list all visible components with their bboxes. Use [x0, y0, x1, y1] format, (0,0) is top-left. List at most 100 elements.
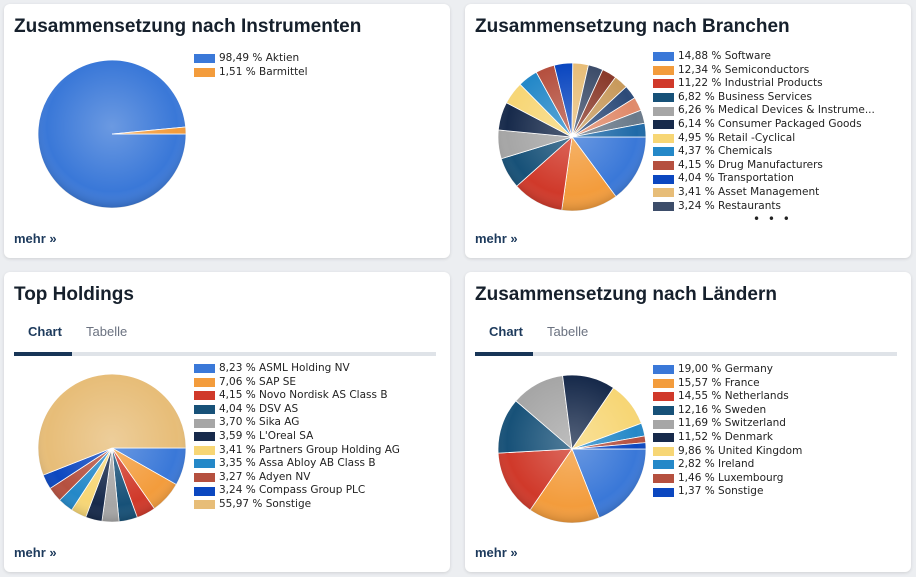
legend-label: 6,26 % Medical Devices & Instrume...	[678, 104, 875, 117]
legend-swatch	[653, 120, 674, 130]
legend-swatch	[194, 500, 215, 510]
legend-swatch	[653, 52, 674, 62]
more-link[interactable]: mehr »	[14, 545, 57, 560]
legend-swatch	[194, 364, 215, 374]
legend-label: 3,59 % L'Oreal SA	[219, 429, 314, 442]
legend-label: 3,41 % Asset Management	[678, 185, 820, 198]
legend-label: 7,06 % SAP SE	[219, 375, 297, 388]
legend-swatch	[194, 459, 215, 469]
legend-item[interactable]: 55,97 % Sonstige	[194, 498, 400, 512]
legend-item[interactable]: 1,51 % Barmittel	[194, 66, 308, 80]
tab-table[interactable]: Tabelle	[547, 324, 589, 339]
legend-item[interactable]: 3,24 % Compass Group PLC	[194, 484, 400, 498]
legend-label: 98,49 % Aktien	[219, 52, 300, 64]
legend-label: 6,82 % Business Services	[678, 90, 812, 103]
legend-swatch	[194, 473, 215, 483]
card-title: Zusammensetzung nach Instrumenten	[14, 16, 362, 37]
legend-item[interactable]: 7,06 % SAP SE	[194, 376, 400, 390]
pie-chart	[37, 59, 187, 209]
legend-label: 14,88 % Software	[678, 50, 771, 62]
legend-swatch	[653, 487, 674, 497]
legend-item[interactable]: 11,52 % Denmark	[653, 431, 802, 445]
legend-label: 1,46 % Luxembourg	[678, 471, 784, 484]
legend-item[interactable]: 3,41 % Partners Group Holding AG	[194, 444, 400, 458]
legend-item[interactable]: 6,14 % Consumer Packaged Goods	[653, 118, 875, 132]
legend-item[interactable]: 11,22 % Industrial Products	[653, 77, 875, 91]
legend-label: 3,24 % Restaurants	[678, 199, 781, 212]
legend-item[interactable]: 19,00 % Germany	[653, 363, 802, 377]
legend-label: 6,14 % Consumer Packaged Goods	[678, 117, 862, 130]
legend-item[interactable]: 98,49 % Aktien	[194, 52, 308, 66]
active-tab-indicator	[475, 352, 533, 356]
legend-item[interactable]: 1,46 % Luxembourg	[653, 472, 802, 486]
legend-label: 55,97 % Sonstige	[219, 497, 312, 510]
legend-label: 3,41 % Partners Group Holding AG	[219, 443, 400, 456]
legend-label: 3,35 % Assa Abloy AB Class B	[219, 457, 376, 470]
legend-item[interactable]: 15,57 % France	[653, 377, 802, 391]
more-link[interactable]: mehr »	[475, 231, 518, 246]
legend-label: 11,69 % Switzerland	[678, 417, 786, 430]
legend-item[interactable]: 3,27 % Adyen NV	[194, 471, 400, 485]
more-link[interactable]: mehr »	[14, 231, 57, 246]
legend-swatch	[653, 188, 674, 198]
legend-label: 4,95 % Retail -Cyclical	[678, 131, 796, 144]
legend-label: 3,24 % Compass Group PLC	[219, 484, 366, 497]
legend-item[interactable]: 3,41 % Asset Management	[653, 186, 875, 200]
legend-swatch	[653, 106, 674, 116]
legend-swatch	[653, 133, 674, 143]
legend-label: 4,15 % Drug Manufacturers	[678, 158, 823, 171]
legend-label: 4,04 % DSV AS	[219, 402, 299, 415]
legend-label: 11,52 % Denmark	[678, 430, 773, 443]
card-title: Zusammensetzung nach Branchen	[475, 16, 790, 37]
pie-chart	[37, 373, 187, 523]
tab-bar: Chart Tabelle	[475, 322, 897, 356]
card-countries: Zusammensetzung nach Ländern Chart Tabel…	[465, 272, 911, 572]
legend-item[interactable]: 6,82 % Business Services	[653, 91, 875, 105]
legend-item[interactable]: 14,88 % Software	[653, 50, 875, 64]
legend-item[interactable]: 1,37 % Sonstige	[653, 485, 802, 499]
legend-item[interactable]: 3,70 % Sika AG	[194, 416, 400, 430]
legend-swatch	[194, 445, 215, 455]
legend-label: 19,00 % Germany	[678, 363, 773, 375]
legend-label: 4,04 % Transportation	[678, 172, 794, 185]
more-items-indicator: • • •	[753, 212, 792, 226]
legend-item[interactable]: 3,35 % Assa Abloy AB Class B	[194, 457, 400, 471]
tab-table[interactable]: Tabelle	[86, 324, 128, 339]
legend-swatch	[653, 161, 674, 171]
legend-label: 2,82 % Ireland	[678, 458, 755, 471]
legend-item[interactable]: 2,82 % Ireland	[653, 458, 802, 472]
legend-label: 12,34 % Semiconductors	[678, 63, 810, 76]
legend-item[interactable]: 3,59 % L'Oreal SA	[194, 430, 400, 444]
pie-chart	[497, 374, 647, 524]
legend-label: 3,70 % Sika AG	[219, 416, 300, 429]
legend-item[interactable]: 4,95 % Retail -Cyclical	[653, 132, 875, 146]
legend-item[interactable]: 4,15 % Novo Nordisk AS Class B	[194, 389, 400, 403]
legend-item[interactable]: 3,24 % Restaurants	[653, 200, 875, 214]
legend-label: 15,57 % France	[678, 376, 760, 389]
legend-swatch	[194, 54, 215, 64]
legend: 8,23 % ASML Holding NV 7,06 % SAP SE 4,15 …	[194, 362, 400, 512]
card-top-holdings: Top Holdings Chart Tabelle 8,23 % ASML H…	[4, 272, 450, 572]
legend-item[interactable]: 8,23 % ASML Holding NV	[194, 362, 400, 376]
card-title: Zusammensetzung nach Ländern	[475, 284, 777, 305]
legend-item[interactable]: 9,86 % United Kingdom	[653, 445, 802, 459]
tab-chart[interactable]: Chart	[28, 324, 62, 339]
legend-label: 11,22 % Industrial Products	[678, 77, 823, 90]
legend-item[interactable]: 4,37 % Chemicals	[653, 145, 875, 159]
legend-item[interactable]: 12,16 % Sweden	[653, 404, 802, 418]
more-link[interactable]: mehr »	[475, 545, 518, 560]
legend-swatch	[194, 405, 215, 415]
legend-swatch	[653, 406, 674, 416]
legend-label: 14,55 % Netherlands	[678, 390, 789, 403]
legend-swatch	[653, 201, 674, 211]
legend-item[interactable]: 4,04 % Transportation	[653, 172, 875, 186]
legend-item[interactable]: 11,69 % Switzerland	[653, 417, 802, 431]
legend-item[interactable]: 14,55 % Netherlands	[653, 390, 802, 404]
tab-bar: Chart Tabelle	[14, 322, 436, 356]
legend-item[interactable]: 4,15 % Drug Manufacturers	[653, 159, 875, 173]
legend-item[interactable]: 6,26 % Medical Devices & Instrume...	[653, 104, 875, 118]
legend-swatch	[653, 474, 674, 484]
tab-chart[interactable]: Chart	[489, 324, 523, 339]
legend-item[interactable]: 4,04 % DSV AS	[194, 403, 400, 417]
legend-item[interactable]: 12,34 % Semiconductors	[653, 64, 875, 78]
